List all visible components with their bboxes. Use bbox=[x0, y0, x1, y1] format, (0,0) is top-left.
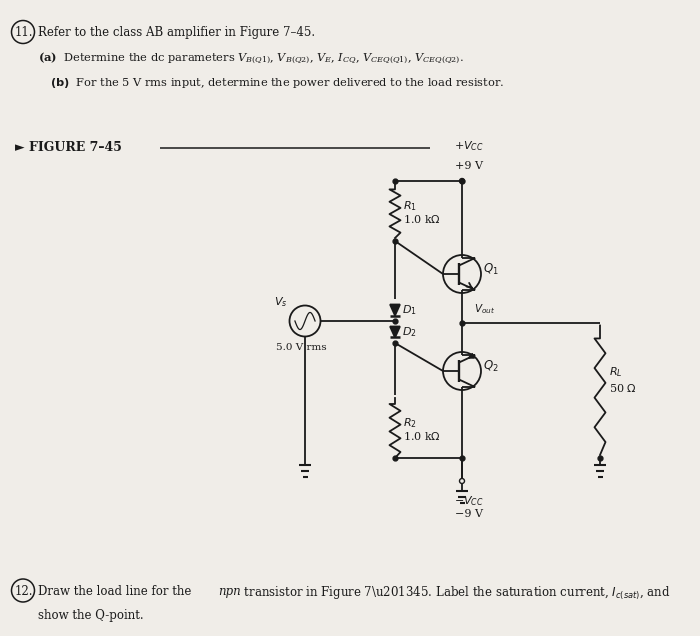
Text: 11.: 11. bbox=[15, 26, 34, 39]
Polygon shape bbox=[390, 326, 400, 338]
Text: ► FIGURE 7–45: ► FIGURE 7–45 bbox=[15, 141, 122, 154]
Text: show the Q-point.: show the Q-point. bbox=[38, 609, 144, 622]
Text: $\mathbf{(b)}$  For the 5 V rms input, determine the power delivered to the load: $\mathbf{(b)}$ For the 5 V rms input, de… bbox=[50, 76, 504, 90]
Text: $R_2$: $R_2$ bbox=[403, 416, 417, 430]
Text: Refer to the class AB amplifier in Figure 7–45.: Refer to the class AB amplifier in Figur… bbox=[38, 26, 315, 39]
Text: $R_1$: $R_1$ bbox=[403, 199, 417, 213]
Text: $V_{out}$: $V_{out}$ bbox=[474, 301, 495, 315]
Text: $R_L$: $R_L$ bbox=[609, 365, 622, 379]
Polygon shape bbox=[390, 305, 400, 315]
Text: $V_s$: $V_s$ bbox=[274, 295, 287, 309]
Text: $\mathbf{(a)}$  Determine the dc parameters $V_{B(Q1)}$, $V_{B(Q2)}$, $V_E$, $I_: $\mathbf{(a)}$ Determine the dc paramete… bbox=[38, 51, 464, 66]
Text: 12.: 12. bbox=[15, 585, 34, 598]
Text: $-V_{CC}$: $-V_{CC}$ bbox=[454, 494, 484, 508]
Text: $+V_{CC}$: $+V_{CC}$ bbox=[454, 139, 484, 153]
Text: $D_2$: $D_2$ bbox=[402, 325, 416, 339]
Text: −9 V: −9 V bbox=[455, 509, 483, 519]
Text: $D_1$: $D_1$ bbox=[402, 303, 416, 317]
Text: npn: npn bbox=[218, 585, 241, 598]
Text: 1.0 k$\Omega$: 1.0 k$\Omega$ bbox=[403, 430, 441, 442]
Text: +9 V: +9 V bbox=[455, 161, 483, 171]
Text: $Q_1$: $Q_1$ bbox=[483, 261, 498, 277]
Text: 50 $\Omega$: 50 $\Omega$ bbox=[609, 382, 637, 394]
Text: transistor in Figure 7\u201345. Label the saturation current, $I_{c(sat)}$, and: transistor in Figure 7\u201345. Label th… bbox=[240, 585, 671, 602]
Text: 1.0 k$\Omega$: 1.0 k$\Omega$ bbox=[403, 213, 441, 225]
Text: $Q_2$: $Q_2$ bbox=[483, 359, 498, 373]
Text: Draw the load line for the: Draw the load line for the bbox=[38, 585, 195, 598]
Text: 5.0 V rms: 5.0 V rms bbox=[276, 343, 327, 352]
